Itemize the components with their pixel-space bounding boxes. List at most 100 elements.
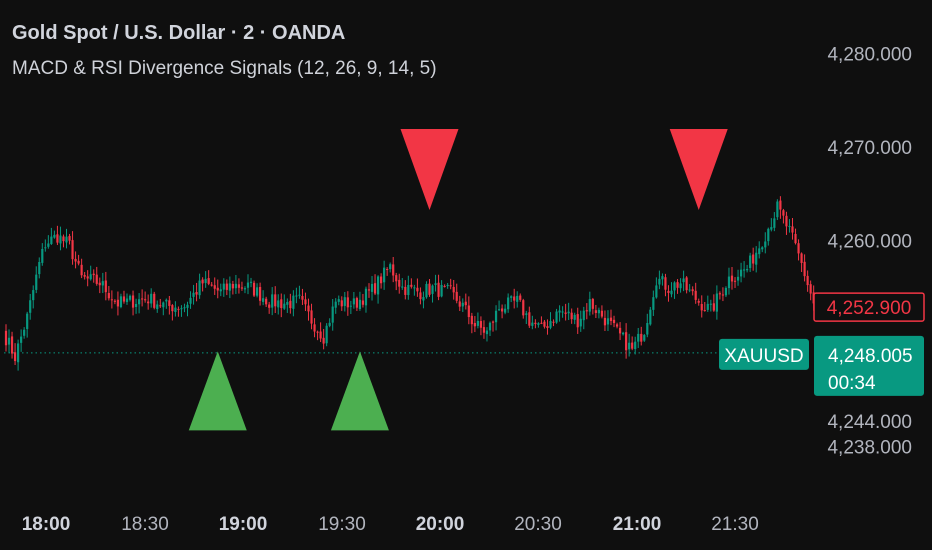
candle-body bbox=[26, 313, 29, 329]
time-tick-label: 21:00 bbox=[613, 514, 662, 535]
candle-body bbox=[17, 343, 20, 363]
last-price-badge bbox=[813, 292, 925, 322]
candle-body bbox=[195, 292, 198, 295]
candle-body bbox=[606, 318, 610, 325]
candle-body bbox=[739, 269, 743, 277]
candle-body bbox=[543, 321, 546, 327]
candle-body bbox=[38, 262, 41, 275]
candle-body bbox=[612, 319, 616, 324]
candle-body bbox=[755, 252, 758, 265]
candle-body bbox=[376, 276, 380, 295]
candle-body bbox=[71, 240, 74, 260]
candle-body bbox=[313, 324, 316, 332]
symbol-title[interactable]: Gold Spot / U.S. Dollar · 2 · OANDA bbox=[12, 22, 346, 44]
candle-body bbox=[558, 310, 561, 313]
candle-body bbox=[658, 278, 661, 285]
candle-body bbox=[177, 308, 180, 310]
candle-body bbox=[119, 296, 123, 308]
indicator-label[interactable]: MACD & RSI Divergence Signals (12, 26, 9… bbox=[12, 58, 437, 79]
candle-body bbox=[283, 303, 286, 309]
time-tick-label: 19:00 bbox=[219, 514, 268, 535]
candle-body bbox=[131, 295, 135, 308]
candle-body bbox=[292, 295, 295, 309]
candle-body bbox=[779, 200, 782, 210]
candle-body bbox=[513, 296, 516, 301]
symbol-tag bbox=[719, 338, 809, 370]
candle-body bbox=[116, 299, 120, 307]
candle-body bbox=[461, 302, 464, 307]
candle-body bbox=[501, 308, 504, 312]
candle-body bbox=[785, 215, 788, 227]
candle-body bbox=[640, 333, 643, 342]
candle-body bbox=[431, 285, 434, 294]
candle-body bbox=[667, 290, 670, 293]
candle-body bbox=[7, 337, 11, 345]
candle-body bbox=[171, 305, 174, 312]
candle-body bbox=[56, 234, 59, 243]
candle-body bbox=[791, 226, 794, 233]
candle-body bbox=[74, 258, 77, 262]
candle-body bbox=[422, 297, 425, 301]
candle-body bbox=[594, 310, 597, 313]
candle-body bbox=[162, 302, 165, 308]
candle-body bbox=[582, 310, 585, 321]
time-tick-label: 20:00 bbox=[416, 514, 465, 535]
candle-body bbox=[192, 292, 195, 297]
candle-body bbox=[628, 342, 631, 350]
candle-body bbox=[733, 280, 737, 282]
candle-body bbox=[331, 306, 334, 323]
candle-body bbox=[488, 322, 492, 331]
candle-body bbox=[531, 322, 534, 326]
candle-body bbox=[767, 228, 770, 242]
candle-body bbox=[691, 289, 694, 292]
candle-body bbox=[697, 300, 700, 303]
candle-body bbox=[255, 287, 259, 296]
time-tick-label: 20:30 bbox=[514, 514, 562, 535]
candle-body bbox=[213, 285, 216, 289]
price-tick-label: 4,270.000 bbox=[827, 138, 912, 159]
candle-body bbox=[86, 276, 89, 279]
candle-body bbox=[201, 279, 204, 284]
candle-body bbox=[467, 305, 470, 318]
candle-body bbox=[307, 305, 310, 312]
candle-body bbox=[125, 298, 129, 303]
candle-body bbox=[35, 274, 38, 290]
candle-body bbox=[89, 274, 92, 280]
sell-signal-triangle bbox=[669, 129, 728, 210]
candle-body bbox=[358, 299, 362, 309]
candle-body bbox=[458, 301, 461, 307]
buy-signal-triangle bbox=[330, 351, 389, 431]
candle-body bbox=[159, 305, 162, 307]
candle-body bbox=[519, 295, 522, 300]
candle-body bbox=[585, 310, 588, 312]
candle-body bbox=[688, 289, 691, 291]
candle-body bbox=[286, 301, 289, 305]
candle-body bbox=[715, 293, 718, 312]
candle-body bbox=[758, 248, 761, 255]
candle-body bbox=[174, 307, 177, 313]
candle-body bbox=[764, 241, 767, 248]
candle-body bbox=[262, 298, 265, 302]
candle-body bbox=[570, 312, 573, 320]
candle-body bbox=[470, 315, 473, 325]
candle-body bbox=[222, 283, 225, 290]
candle-body bbox=[50, 236, 53, 244]
candle-body bbox=[68, 235, 71, 241]
sell-signal-triangle bbox=[400, 129, 459, 210]
candle-body bbox=[83, 275, 86, 277]
candle-body bbox=[107, 293, 110, 299]
candle-body bbox=[310, 310, 313, 324]
candle-body bbox=[392, 264, 395, 276]
candle-body bbox=[204, 278, 207, 283]
candle-body bbox=[652, 297, 655, 310]
candle-body bbox=[59, 235, 62, 244]
candle-body bbox=[80, 264, 83, 276]
candle-body bbox=[101, 281, 104, 286]
candle-body bbox=[673, 282, 676, 291]
candle-body bbox=[676, 282, 679, 288]
candle-body bbox=[210, 284, 213, 286]
candle-body bbox=[730, 275, 734, 282]
candle-body bbox=[62, 236, 65, 242]
